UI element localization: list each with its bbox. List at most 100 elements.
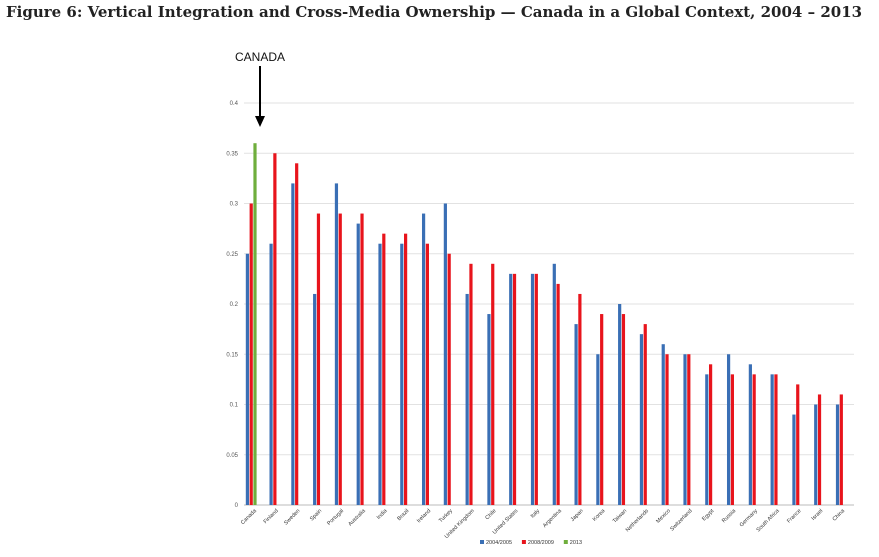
x-category-label: Brazil	[396, 508, 410, 522]
x-category-label: Canada	[240, 508, 259, 527]
x-category-label: Spain	[309, 508, 323, 522]
bar-mexico-2008-2009	[665, 354, 669, 505]
bar-france-2008-2009	[796, 384, 800, 505]
legend-swatch	[563, 540, 568, 544]
annotation-arrow-head	[255, 116, 265, 127]
bar-taiwan-2004-2005	[618, 304, 622, 505]
bar-egypt-2008-2009	[709, 364, 713, 505]
bar-portugal-2004-2005	[334, 183, 339, 505]
x-category-label: Portugal	[326, 508, 345, 527]
legend-swatch	[521, 540, 526, 544]
bar-portugal-2008-2009	[338, 213, 342, 506]
bar-brazil-2008-2009	[404, 233, 408, 505]
bar-italy-2008-2009	[534, 273, 538, 505]
bar-taiwan-2008-2009	[621, 314, 626, 505]
x-category-label: Switzerland	[669, 508, 693, 532]
legend-label: 2008/2009	[528, 540, 554, 546]
bar-argentina-2008-2009	[556, 283, 560, 505]
x-category-label: Japan	[570, 508, 585, 523]
x-category-label: Turkey	[438, 508, 454, 524]
bar-italy-2004-2005	[530, 273, 535, 505]
x-category-label: Netherlands	[625, 508, 650, 533]
x-category-label: Argentina	[542, 508, 564, 530]
bar-israel-2008-2009	[817, 394, 822, 505]
bar-france-2004-2005	[792, 414, 796, 505]
bar-korea-2004-2005	[596, 354, 600, 505]
canada-annotation: CANADA	[235, 50, 285, 127]
bar-brazil-2004-2005	[400, 243, 404, 505]
annotation-label: CANADA	[235, 50, 285, 64]
bar-germany-2004-2005	[748, 364, 752, 505]
bar-sweden-2008-2009	[295, 163, 299, 506]
x-category-label: India	[376, 508, 389, 521]
y-tick-label: 0.1	[230, 403, 239, 409]
y-tick-label: 0.05	[226, 453, 238, 459]
bar-ireland-2004-2005	[421, 213, 426, 506]
y-tick-label: 0	[235, 503, 239, 509]
bar-japan-2008-2009	[578, 293, 582, 505]
x-category-label: Italy	[530, 508, 542, 520]
gridlines	[244, 102, 854, 506]
bar-russia-2004-2005	[726, 354, 731, 505]
x-category-label: Israel	[811, 508, 825, 522]
bar-netherlands-2004-2005	[639, 334, 644, 505]
bar-korea-2008-2009	[600, 314, 604, 505]
bar-india-2008-2009	[382, 233, 386, 505]
legend-label: 2013	[570, 540, 582, 546]
bar-canada-2004-2005	[245, 253, 249, 505]
x-category-label: Ireland	[416, 508, 432, 524]
y-tick-label: 0.3	[230, 202, 239, 208]
x-category-label: China	[832, 508, 847, 523]
x-category-label: Mexico	[655, 508, 672, 525]
bar-united-kingdom-2004-2005	[465, 293, 469, 505]
bar-germany-2008-2009	[752, 374, 756, 505]
x-category-label: Australia	[347, 508, 367, 528]
x-category-label: Chile	[484, 508, 497, 521]
bar-united-kingdom-2008-2009	[469, 263, 473, 505]
x-axis-labels: Canada Finland Sweden Spain Portugal Australi…	[240, 508, 847, 541]
bar-spain-2008-2009	[316, 213, 321, 506]
bar-canada-2008-2009	[249, 203, 253, 505]
bar-chile-2004-2005	[487, 314, 491, 505]
x-category-label: Russia	[721, 508, 738, 525]
x-category-label: France	[786, 508, 802, 524]
bar-turkey-2008-2009	[447, 253, 451, 505]
bar-south-africa-2004-2005	[770, 374, 774, 505]
bar-australia-2004-2005	[356, 223, 360, 505]
bar-ireland-2008-2009	[425, 243, 429, 505]
bar-mexico-2004-2005	[661, 344, 665, 505]
x-category-label: Finland	[263, 508, 280, 525]
x-category-label: Taiwan	[612, 508, 628, 524]
x-category-label: Sweden	[283, 508, 301, 526]
bar-egypt-2004-2005	[705, 374, 709, 505]
figure-title: Figure 6: Vertical Integration and Cross…	[6, 3, 863, 21]
bar-china-2004-2005	[835, 404, 840, 505]
x-category-label: Germany	[739, 508, 759, 528]
legend-label: 2004/2005	[486, 540, 512, 546]
bar-finland-2004-2005	[269, 243, 273, 505]
x-category-label: Korea	[592, 508, 607, 523]
y-tick-label: 0.25	[226, 252, 238, 258]
y-tick-label: 0.35	[226, 151, 238, 157]
bar-israel-2004-2005	[814, 404, 818, 505]
y-tick-label: 0.4	[230, 101, 239, 107]
legend-swatch	[480, 540, 484, 544]
bars	[245, 143, 843, 506]
x-category-label: Egypt	[701, 508, 716, 523]
bar-australia-2008-2009	[360, 213, 364, 506]
y-tick-label: 0.2	[230, 302, 239, 308]
bar-spain-2004-2005	[313, 293, 317, 505]
bar-south-africa-2008-2009	[774, 374, 778, 505]
bar-argentina-2004-2005	[552, 263, 556, 505]
bar-russia-2008-2009	[730, 374, 734, 505]
bar-canada-2013	[253, 143, 257, 505]
bar-turkey-2004-2005	[443, 203, 447, 505]
bar-japan-2004-2005	[574, 324, 578, 505]
bar-sweden-2004-2005	[291, 183, 295, 505]
bar-india-2004-2005	[378, 243, 382, 505]
y-tick-label: 0.15	[226, 352, 238, 358]
y-axis-ticks: 0 0.05 0.1 0.15 0.2 0.25 0.3 0.35 0.4	[226, 101, 238, 509]
legend: 2004/2005 2008/2009 2013	[480, 540, 582, 546]
bar-china-2008-2009	[839, 394, 843, 505]
